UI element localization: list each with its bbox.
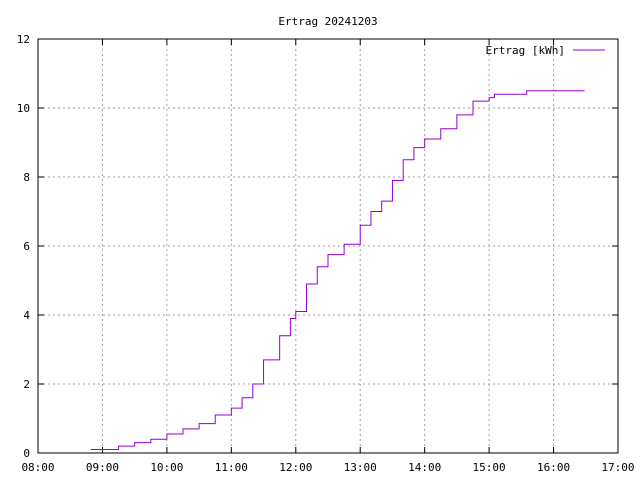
- grid: [38, 39, 618, 453]
- x-tick-label: 16:00: [537, 461, 570, 474]
- y-tick-label: 10: [17, 102, 30, 115]
- y-tick-label: 12: [17, 33, 30, 46]
- x-tick-label: 08:00: [21, 461, 54, 474]
- y-tick-label: 2: [23, 378, 30, 391]
- x-tick-label: 12:00: [279, 461, 312, 474]
- x-tick-label: 17:00: [601, 461, 634, 474]
- x-tick-label: 15:00: [473, 461, 506, 474]
- x-tick-label: 11:00: [215, 461, 248, 474]
- y-tick-label: 0: [23, 447, 30, 460]
- y-tick-label: 6: [23, 240, 30, 253]
- y-tick-label: 8: [23, 171, 30, 184]
- legend: Ertrag [kWh]: [486, 44, 605, 57]
- y-tick-label: 4: [23, 309, 30, 322]
- series-layer: [91, 91, 585, 450]
- x-tick-label: 10:00: [150, 461, 183, 474]
- series-line: [91, 91, 585, 450]
- legend-label: Ertrag [kWh]: [486, 44, 565, 57]
- x-tick-label: 14:00: [408, 461, 441, 474]
- chart-title: Ertrag 20241203: [278, 15, 377, 28]
- x-tick-label: 09:00: [86, 461, 119, 474]
- x-tick-label: 13:00: [344, 461, 377, 474]
- axes: 08:00 09:00 10:00 11:00 12:00 13:00 14:00 15:00…: [17, 33, 635, 474]
